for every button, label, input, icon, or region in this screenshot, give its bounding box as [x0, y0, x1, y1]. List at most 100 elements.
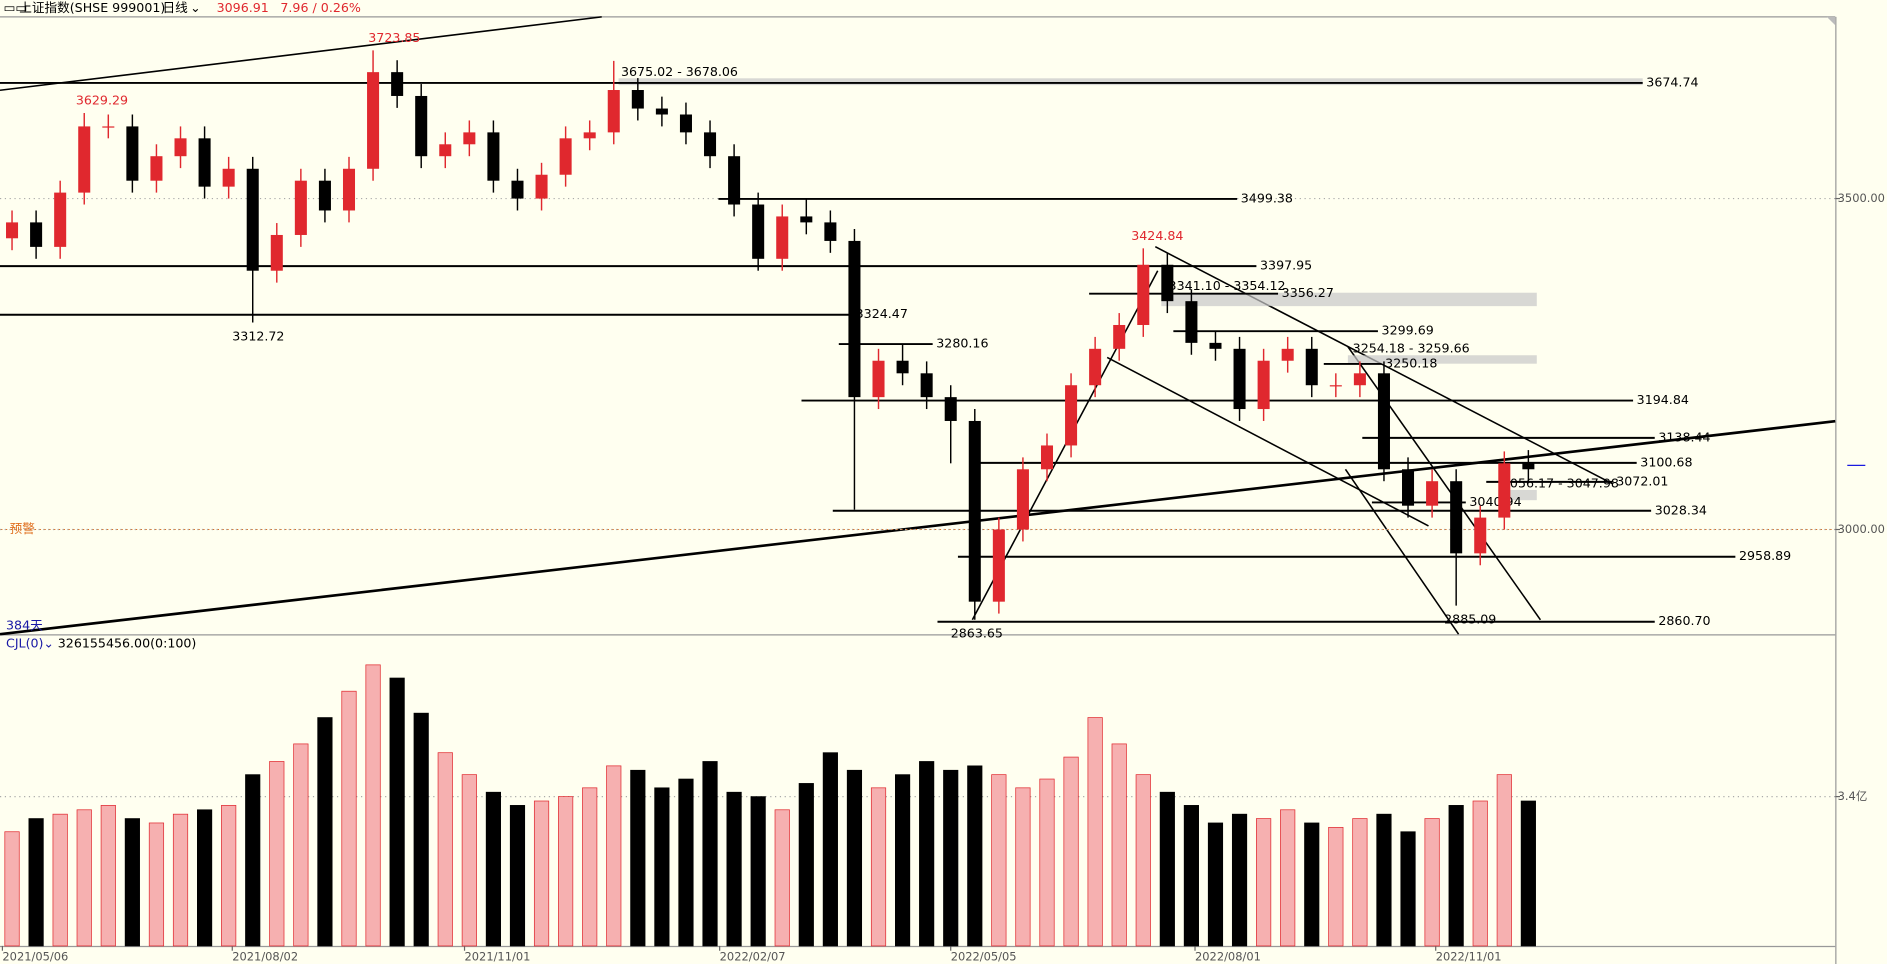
candle-body	[992, 529, 1005, 602]
volume-bar	[4, 831, 20, 947]
volume-bar	[654, 787, 670, 947]
trend-line	[1344, 468, 1460, 635]
indicator-value: 326155456.00(0:100)	[58, 635, 197, 650]
volume-bar	[1087, 717, 1103, 947]
candle-body	[150, 156, 163, 181]
candle-body	[1161, 264, 1174, 302]
volume-bar	[1280, 809, 1296, 947]
candle-body	[1089, 348, 1102, 386]
candle-body	[607, 90, 620, 133]
symbol-name[interactable]: 上证指数(SHSE 999001)	[19, 0, 165, 15]
volume-bar	[100, 805, 116, 947]
candle-body	[294, 180, 307, 235]
candle-body	[1426, 481, 1439, 506]
candle-body	[728, 156, 741, 205]
x-tick-label: 2022/08/01	[1195, 949, 1261, 963]
candle-body	[1257, 360, 1270, 410]
candle-body	[1016, 469, 1029, 530]
candle-body	[102, 126, 115, 128]
volume-bar	[509, 805, 526, 947]
candle-body	[342, 168, 356, 211]
volume-bar	[558, 796, 574, 947]
level-label: 3194.84	[1637, 392, 1689, 407]
candle-body	[1137, 264, 1150, 325]
candle-body	[511, 180, 524, 199]
volume-bar	[197, 809, 213, 947]
level-label: 3100.68	[1640, 454, 1692, 469]
volume-bar	[606, 765, 622, 947]
period-dropdown[interactable]: ⌄	[190, 0, 201, 15]
menu-icon[interactable]: ▭▭	[4, 0, 28, 15]
volume-bar	[1496, 774, 1512, 947]
candle-body	[1450, 481, 1463, 554]
candle-body	[848, 240, 861, 398]
volume-bar	[269, 761, 285, 947]
volume-bar	[822, 752, 838, 947]
x-tick-label: 2021/05/06	[2, 949, 68, 963]
level-label: 3499.38	[1241, 190, 1293, 205]
candle-body	[439, 144, 452, 157]
range-label: 3254.18 - 3259.66	[1353, 341, 1470, 356]
volume-bar	[678, 778, 694, 947]
volume-bar	[967, 765, 983, 947]
candle-body	[318, 180, 331, 211]
candle-body	[752, 204, 765, 259]
candle-body	[1209, 342, 1222, 349]
candle-body	[198, 138, 211, 187]
volume-bar	[221, 805, 237, 947]
candle-body	[78, 126, 91, 193]
volume-bar	[1400, 831, 1416, 947]
x-tick-label: 2021/08/02	[232, 949, 298, 963]
volume-bar	[702, 761, 718, 947]
candle-body	[800, 216, 813, 223]
volume-bar	[172, 813, 189, 947]
candle-body	[1305, 348, 1318, 386]
volume-bar	[76, 809, 92, 947]
last-price: 3096.91	[217, 0, 269, 15]
days-count: 384天	[6, 617, 43, 632]
volume-bar	[317, 717, 333, 947]
candle-body	[222, 168, 235, 187]
volume-bar	[533, 800, 550, 947]
candle-body	[270, 234, 283, 271]
indicator-dropdown[interactable]: ⌄	[43, 635, 54, 650]
candle-body	[367, 72, 380, 169]
candle-body	[920, 373, 933, 398]
candle-body	[1377, 373, 1390, 470]
candle-body	[559, 138, 572, 175]
indicator-name[interactable]: CJL(0)	[6, 635, 43, 650]
extreme-label: 3424.84	[1131, 228, 1183, 243]
candle-body	[896, 360, 909, 374]
y-tick-label: 3.4亿	[1838, 789, 1868, 803]
volume-bar	[943, 769, 959, 947]
range-band	[1161, 292, 1537, 307]
x-tick-label: 2022/11/01	[1436, 949, 1502, 963]
volume-bar	[1256, 818, 1272, 947]
volume-bar	[1304, 822, 1320, 947]
level-label: 3280.16	[936, 336, 988, 351]
period[interactable]: 日线	[162, 0, 188, 15]
candle-body	[704, 132, 717, 157]
volume-bar	[1352, 818, 1368, 947]
candle-body	[1498, 463, 1511, 518]
volume-bar	[389, 677, 405, 947]
trend-line	[0, 16, 602, 92]
level-label: 3072.01	[1616, 473, 1668, 488]
volume-bar	[1448, 805, 1464, 947]
candle-body	[415, 95, 428, 157]
volume-bar	[1207, 822, 1224, 947]
candle-body	[1329, 385, 1342, 387]
candle-body	[463, 132, 476, 145]
volume-bar	[846, 769, 863, 947]
candle-body	[944, 397, 957, 421]
volume-bar	[293, 743, 309, 947]
candle-body	[54, 192, 67, 247]
alert-label: 预警	[10, 521, 36, 536]
trend-line	[1106, 356, 1429, 527]
volume-bar	[798, 783, 814, 947]
candle-body	[1474, 517, 1487, 554]
volume-bar	[1520, 800, 1536, 947]
candle-body	[1185, 301, 1198, 343]
volume-bar	[991, 774, 1007, 947]
